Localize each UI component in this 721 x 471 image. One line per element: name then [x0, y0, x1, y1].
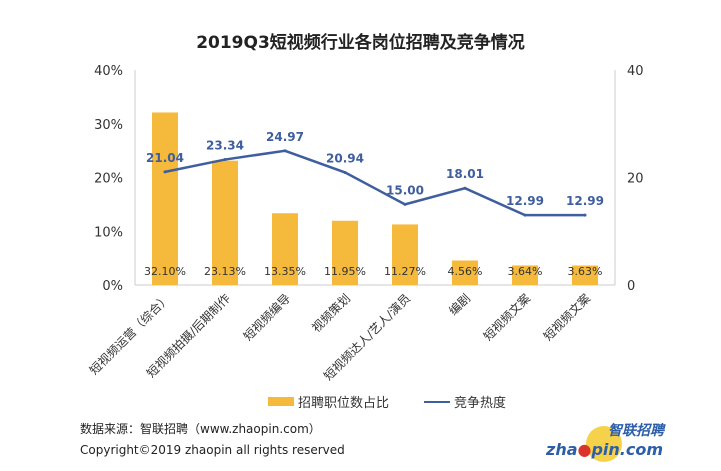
bar — [212, 160, 238, 285]
bar-data-label: 32.10% — [144, 265, 186, 278]
legend-item-line: 竞争热度 — [424, 392, 506, 411]
x-tick-label: 短视频文案 — [480, 291, 533, 344]
line-data-label: 12.99 — [506, 194, 544, 208]
line-point — [163, 170, 167, 174]
chart-title: 2019Q3短视频行业各岗位招聘及竞争情况 — [196, 33, 525, 53]
right-tick-label: 0 — [627, 279, 635, 294]
bar-data-label: 3.63% — [568, 265, 603, 278]
bar-data-label: 23.13% — [204, 265, 246, 278]
x-tick-label: 短视频编导 — [240, 291, 293, 344]
line-point — [343, 170, 347, 174]
line-data-label: 12.99 — [566, 194, 604, 208]
line-point — [283, 149, 287, 153]
bar — [272, 213, 298, 285]
left-tick-label: 20% — [94, 172, 123, 187]
bar — [452, 260, 478, 285]
svg-text:zha●pin.com: zha●pin.com — [545, 440, 663, 459]
left-tick-label: 0% — [102, 279, 123, 294]
bar — [152, 112, 178, 286]
right-tick-label: 40 — [627, 64, 644, 79]
bar-data-label: 11.95% — [324, 265, 366, 278]
line-point — [583, 213, 587, 217]
line-data-label: 24.97 — [266, 130, 304, 144]
copyright-note: Copyright©2019 zhaopin all rights reserv… — [80, 443, 345, 457]
bar — [572, 265, 598, 285]
line-data-label: 20.94 — [326, 151, 364, 165]
bar-data-label: 11.27% — [384, 265, 426, 278]
legend-label-bar: 招聘职位数占比 — [298, 396, 390, 411]
x-tick-label: 短视频文案 — [540, 291, 593, 344]
bar-data-label: 4.56% — [448, 265, 483, 278]
legend-swatch-bar — [268, 397, 294, 406]
left-tick-label: 40% — [94, 64, 123, 79]
bar — [332, 220, 358, 285]
left-tick-label: 10% — [94, 225, 123, 240]
line-data-label: 15.00 — [386, 183, 424, 197]
line-point — [223, 158, 227, 162]
x-tick-label: 编剧 — [446, 291, 474, 319]
legend-swatch-line — [424, 400, 450, 403]
legend-label-line: 竞争热度 — [454, 396, 507, 411]
bar — [512, 265, 538, 285]
line-data-label: 21.04 — [146, 151, 184, 165]
bar-data-label: 13.35% — [264, 265, 306, 278]
line-series — [164, 149, 585, 217]
x-tick-label: 视频策划 — [309, 291, 354, 336]
zhaopin-logo: 智联招聘 zha●pin.com — [545, 422, 666, 462]
right-tick-label: 20 — [627, 172, 644, 187]
left-tick-label: 30% — [94, 118, 123, 133]
svg-text:智联招聘: 智联招聘 — [608, 422, 666, 439]
source-note: 数据来源：智联招聘（www.zhaopin.com） — [80, 422, 321, 436]
line-point — [523, 213, 527, 217]
line-data-label: 18.01 — [446, 167, 484, 181]
line-data-label: 23.34 — [206, 139, 244, 153]
legend-item-bar: 招聘职位数占比 — [268, 392, 389, 411]
line-point — [463, 186, 467, 190]
bar — [392, 224, 418, 285]
bar-data-label: 3.64% — [508, 265, 543, 278]
line-point — [403, 202, 407, 206]
